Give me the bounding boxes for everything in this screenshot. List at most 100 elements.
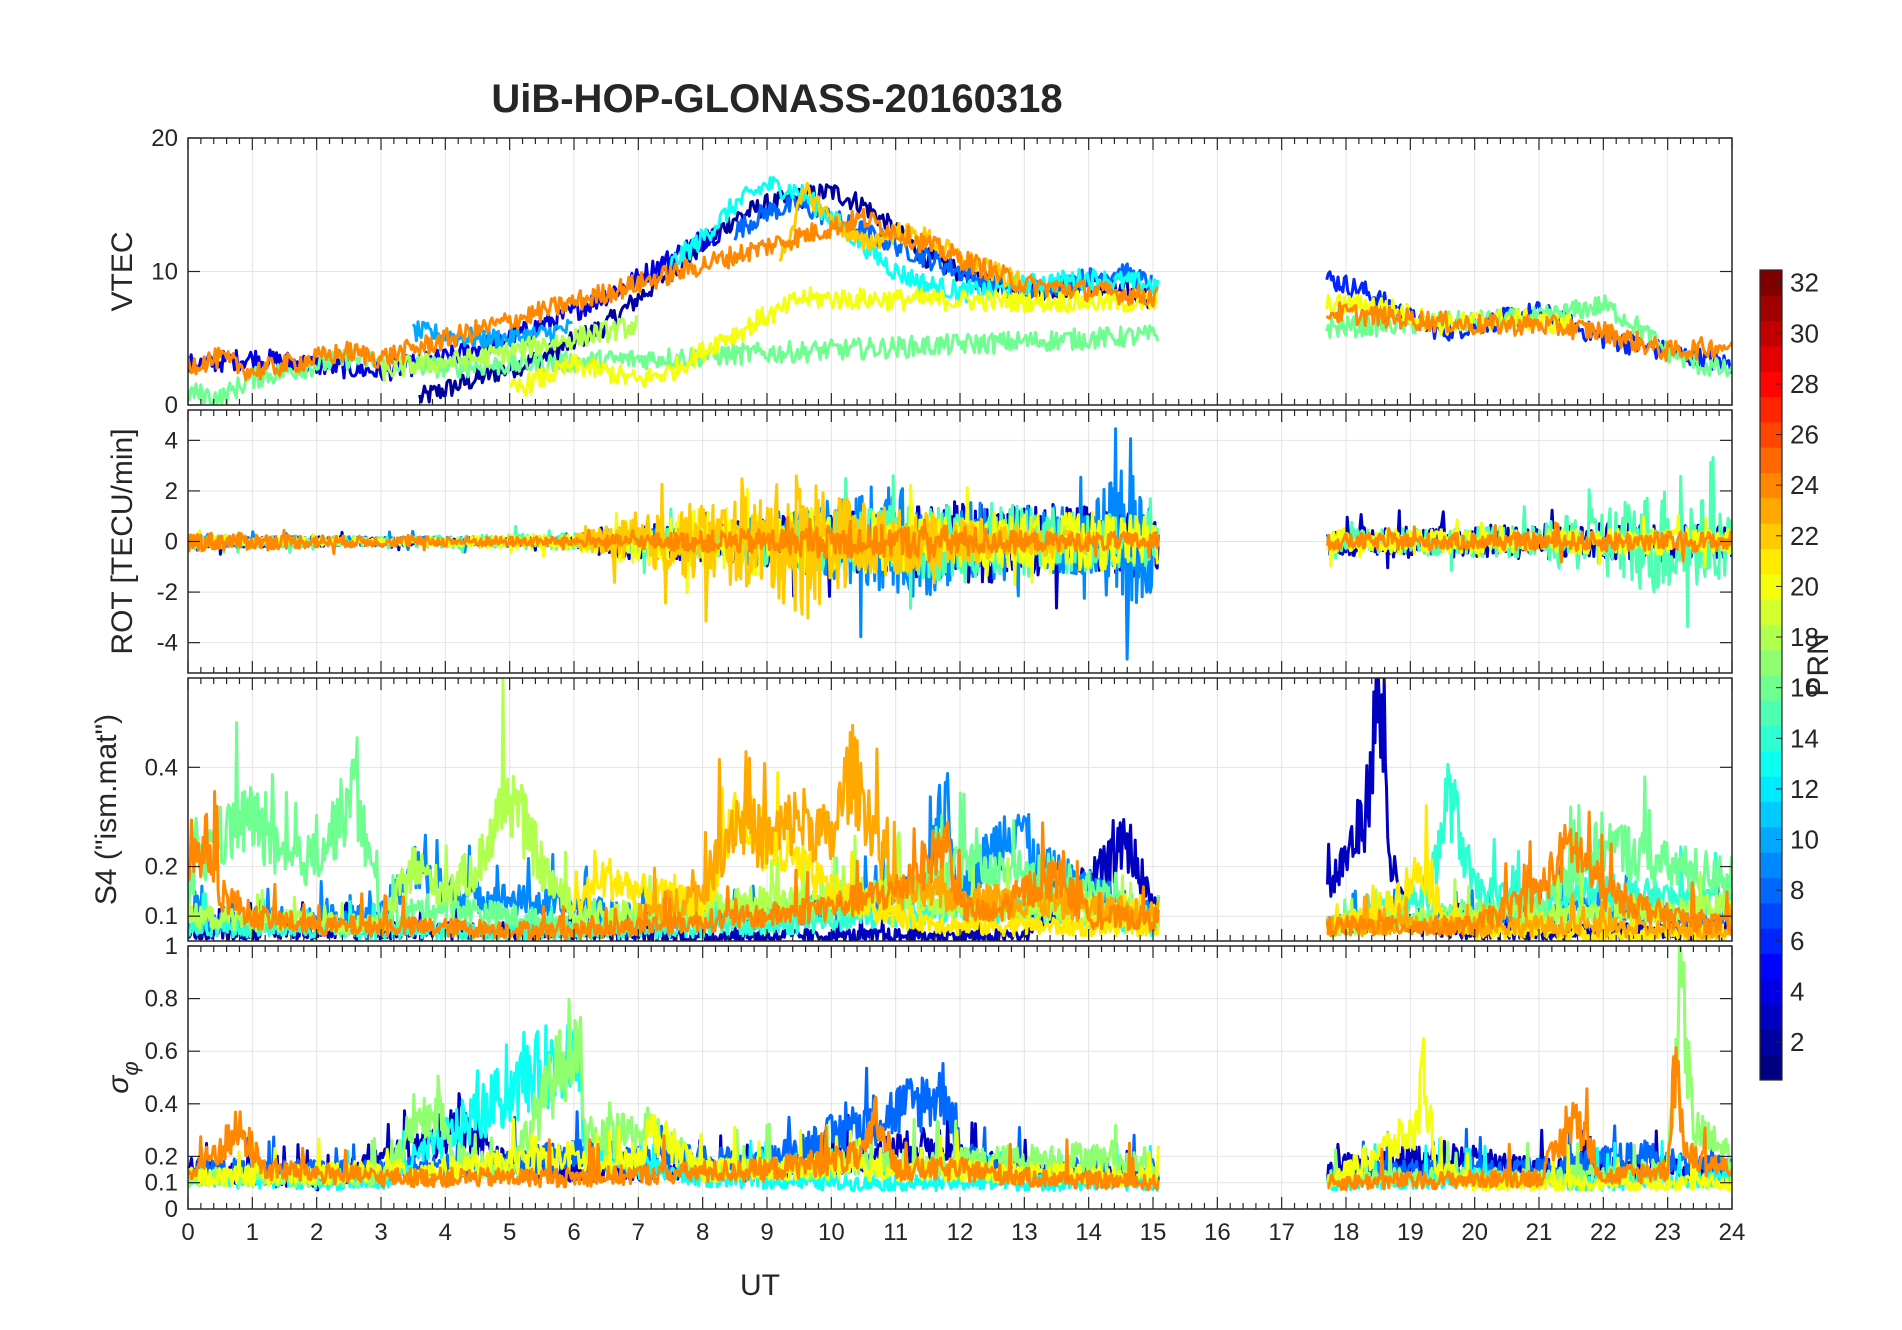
colorbar-band xyxy=(1760,675,1782,701)
colorbar-tick-label: 2 xyxy=(1790,1027,1804,1057)
x-tick-label: 8 xyxy=(696,1219,709,1246)
colorbar-band xyxy=(1760,1029,1782,1056)
colorbar-band xyxy=(1760,1054,1782,1081)
colorbar-tick-label: 20 xyxy=(1790,571,1819,601)
series-prn-24 xyxy=(188,1046,1732,1192)
y-tick-label: -4 xyxy=(157,630,178,657)
x-tick-label: 17 xyxy=(1268,1219,1295,1246)
vtec-panel: 0 10 20 VTEC xyxy=(106,125,1733,419)
colorbar-label: PRN xyxy=(1802,633,1835,696)
x-tick-label: 24 xyxy=(1719,1219,1746,1246)
y-tick-label: 0.8 xyxy=(145,986,178,1013)
y-tick-label: 2 xyxy=(165,478,178,505)
colorbar-band xyxy=(1760,826,1782,853)
colorbar-band xyxy=(1760,295,1782,322)
colorbar-band xyxy=(1760,725,1782,752)
x-tick-label: 15 xyxy=(1140,1219,1167,1246)
colorbar-band xyxy=(1760,345,1782,372)
colorbar-tick-label: 18 xyxy=(1790,622,1819,652)
colorbar-band xyxy=(1760,852,1782,878)
colorbar-tick-label: 22 xyxy=(1790,521,1819,551)
chart-title: UiB-HOP-GLONASS-20160318 xyxy=(491,77,1062,121)
colorbar-band xyxy=(1760,396,1782,423)
colorbar-band xyxy=(1760,750,1782,777)
x-tick-label: 4 xyxy=(439,1219,452,1246)
colorbar-band xyxy=(1760,1004,1782,1030)
colorbar-band xyxy=(1760,523,1782,549)
series-prn-24 xyxy=(188,790,1732,941)
y-tick-label: 1 xyxy=(165,933,178,960)
x-tick-label: 12 xyxy=(947,1219,974,1246)
y-tick-label: 0.4 xyxy=(145,754,178,781)
y-tick-label: 0.2 xyxy=(145,1143,178,1170)
x-axis-label: UT xyxy=(740,1269,780,1302)
colorbar-band xyxy=(1760,599,1782,625)
colorbar-band xyxy=(1760,928,1782,954)
x-tick-label: 21 xyxy=(1526,1219,1553,1246)
colorbar-tick-label: 14 xyxy=(1790,723,1819,753)
s4-panel: 0.1 0.2 0.4 S4 ("ism.mat") xyxy=(90,677,1733,942)
y-tick-label: 0.1 xyxy=(145,1170,178,1197)
y-tick-label: 0 xyxy=(165,392,178,419)
x-tick-label: 6 xyxy=(567,1219,580,1246)
colorbar-band xyxy=(1760,776,1782,803)
x-tick-label: 16 xyxy=(1204,1219,1231,1246)
x-tick-label: 22 xyxy=(1590,1219,1617,1246)
colorbar-band xyxy=(1760,447,1782,473)
y-tick-label: 20 xyxy=(151,125,178,152)
colorbar-band xyxy=(1760,624,1782,651)
colorbar-tick-label: 24 xyxy=(1790,470,1819,500)
colorbar-frame xyxy=(1759,269,1783,1081)
y-axis-label: σφ xyxy=(102,1061,143,1093)
colorbar-tick-label: 4 xyxy=(1790,976,1804,1006)
colorbar-band xyxy=(1760,953,1782,980)
y-tick-label: 0.2 xyxy=(145,854,178,881)
y-tick-label: 10 xyxy=(151,259,178,286)
colorbar-band xyxy=(1760,421,1782,448)
colorbar-band xyxy=(1760,472,1782,499)
x-tick-label: 20 xyxy=(1461,1219,1488,1246)
y-tick-label: 0.6 xyxy=(145,1038,178,1065)
x-tick-label: 7 xyxy=(632,1219,645,1246)
colorbar-tick-label: 26 xyxy=(1790,420,1819,450)
y-tick-label: 0.1 xyxy=(145,903,178,930)
colorbar-tick-label: 10 xyxy=(1790,825,1819,855)
x-tick-label: 13 xyxy=(1011,1219,1038,1246)
x-tick-label: 0 xyxy=(181,1219,194,1246)
series-prn-18 xyxy=(379,315,639,383)
colorbar-tick-label: 8 xyxy=(1790,875,1804,905)
x-tick-label: 19 xyxy=(1397,1219,1424,1246)
y-axis-label: VTEC xyxy=(106,231,139,311)
x-tick-label: 1 xyxy=(246,1219,259,1246)
colorbar-band xyxy=(1760,700,1782,727)
colorbar-tick-label: 16 xyxy=(1790,673,1819,703)
y-tick-label: -2 xyxy=(157,579,178,606)
x-tick-label: 9 xyxy=(760,1219,773,1246)
x-tick-label: 23 xyxy=(1654,1219,1681,1246)
colorbar-band xyxy=(1760,270,1782,296)
colorbar-band xyxy=(1760,649,1782,676)
colorbar-band xyxy=(1760,573,1782,600)
colorbar-band xyxy=(1760,371,1782,398)
colorbar-band xyxy=(1760,548,1782,575)
x-tick-label: 5 xyxy=(503,1219,516,1246)
y-tick-label: 0 xyxy=(165,529,178,556)
colorbar-band xyxy=(1760,497,1782,524)
colorbar-tick-label: 32 xyxy=(1790,268,1819,298)
rot-panel: -4 -2 0 2 4 ROT [TECU/min] xyxy=(106,409,1733,674)
colorbar-tick-label: 12 xyxy=(1790,774,1819,804)
x-tick-label: 11 xyxy=(883,1219,908,1246)
y-axis-label: ROT [TECU/min] xyxy=(106,428,139,654)
colorbar-band xyxy=(1760,978,1782,1005)
series-prn-22 xyxy=(572,474,1090,623)
colorbar-band xyxy=(1760,902,1782,929)
series-prn-24 xyxy=(188,207,1732,381)
y-axis-label: S4 ("ism.mat") xyxy=(90,714,123,905)
x-tick-labels: 0 1 2 3 4 5 6 7 8 9 10 11 12 13 14 15 16 17 18 19 20 21 22 23 24 xyxy=(181,1219,1745,1246)
x-tick-label: 14 xyxy=(1075,1219,1102,1246)
colorbar-band xyxy=(1760,877,1782,904)
x-tick-label: 10 xyxy=(818,1219,845,1246)
sigma-phi-panel: 00.10.2 0.4 0.6 0.8 1 σφ xyxy=(102,933,1733,1223)
